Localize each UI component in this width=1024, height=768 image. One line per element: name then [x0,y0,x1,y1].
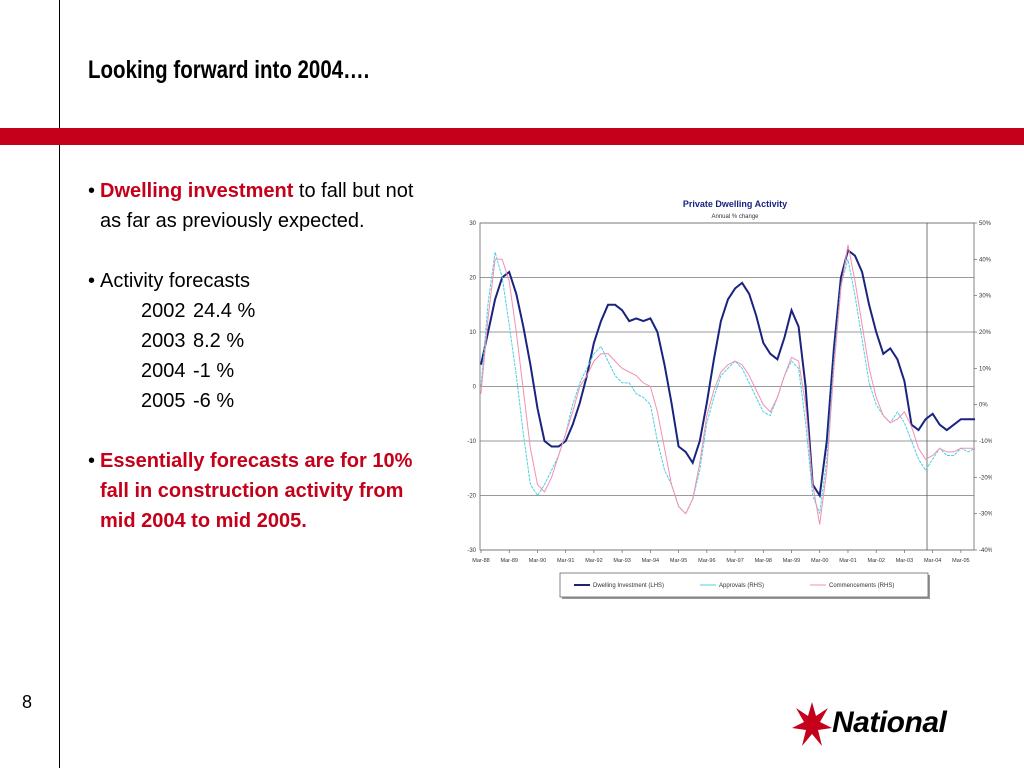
x-tick-label: Mar-95 [670,558,687,564]
x-tick-label: Mar-94 [642,558,659,564]
bullet-list: • Dwelling investment to fall but not as… [88,176,438,536]
legend-label: Dwelling Investment (LHS) [593,583,664,589]
forecast-year: 2005 [141,390,186,412]
y-left-tick-label: 10 [469,330,476,336]
y-left-tick-label: -20 [467,494,476,500]
forecast-year: 2004 [141,360,186,382]
y-right-tick-label: -10% [979,439,992,445]
x-tick-label: Mar-92 [585,558,602,564]
x-tick-label: Mar-98 [755,558,772,564]
page-number: 8 [22,692,33,712]
bullet-activity-forecasts: • Activity forecasts [88,266,438,296]
y-right-tick-label: 0% [979,403,988,409]
y-left-tick-label: -30 [467,548,476,554]
x-tick-label: Mar-01 [839,558,856,564]
forecast-value: -1 % [193,360,235,382]
x-tick-label: Mar-89 [501,558,518,564]
x-tick-label: Mar-88 [472,558,489,564]
x-tick-label: Mar-97 [726,558,743,564]
y-right-tick-label: 10% [979,366,992,372]
chart-title: Private Dwelling Activity [683,199,787,209]
logo-text: National [832,706,947,739]
legend-label: Commencements (RHS) [829,583,894,589]
legend-box [559,572,929,598]
chart-svg: Private Dwelling Activity Annual % chang… [467,199,994,599]
forecast-row: 2004 -1 % [88,356,438,386]
slide-title: Looking forward into 2004…. [88,56,370,84]
x-tick-label: Mar-91 [557,558,574,564]
bullet-marker: • [88,180,96,202]
y-left-tick-label: 0 [473,385,477,391]
star-burst-icon [792,702,832,746]
forecast-value: 24.4 % [193,300,256,322]
x-tick-label: Mar-02 [867,558,884,564]
forecast-row: 2002 24.4 % [88,296,438,326]
x-tick-label: Mar-03 [896,558,913,564]
x-tick-label: Mar-93 [613,558,630,564]
forecast-row: 2005 -6 % [88,386,438,416]
x-tick-label: Mar-05 [952,558,969,564]
national-logo: National [792,700,1002,752]
bullet-essentially-forecasts: • Essentially forecasts are for 10% fall… [88,446,438,536]
forecast-year: 2002 [141,300,186,322]
x-tick-label: Mar-90 [529,558,546,564]
bullet-3-text: Essentially forecasts are for 10% fall i… [100,450,413,532]
y-right-tick-label: 20% [979,330,992,336]
y-left-tick-label: -10 [467,439,476,445]
bullet-1-bold-text: Dwelling investment [100,180,294,202]
x-tick-label: Mar-96 [698,558,715,564]
y-left-tick-label: 30 [469,221,476,227]
forecast-value: 8.2 % [193,330,245,352]
header-red-bar [0,128,1024,145]
forecast-value: -6 % [193,390,235,412]
y-right-tick-label: 50% [979,221,992,227]
y-right-tick-label: -30% [979,512,992,518]
bullet-1-text: to fall but not as far as previously exp… [100,180,414,232]
legend-label: Approvals (RHS) [719,583,764,589]
chart-subtitle: Annual % change [711,214,759,220]
forecast-year: 2003 [141,330,186,352]
forecast-row: 2003 8.2 % [88,326,438,356]
y-right-tick-label: 40% [979,257,992,263]
y-right-tick-label: 30% [979,294,992,300]
x-tick-label: Mar-00 [811,558,828,564]
bullet-marker: • [88,450,96,472]
vertical-divider-line [59,0,60,768]
private-dwelling-activity-chart: Private Dwelling Activity Annual % chang… [452,190,994,605]
series-line [480,244,975,525]
bullet-marker: • [88,270,96,292]
y-right-tick-label: -40% [979,548,992,554]
bullet-2-text: Activity forecasts [100,270,251,292]
y-left-tick-label: 20 [469,276,476,282]
x-tick-label: Mar-04 [924,558,941,564]
series-line [480,248,975,499]
bullet-dwelling-investment: • Dwelling investment to fall but not as… [88,176,438,236]
y-right-tick-label: -20% [979,475,992,481]
x-tick-label: Mar-99 [783,558,800,564]
